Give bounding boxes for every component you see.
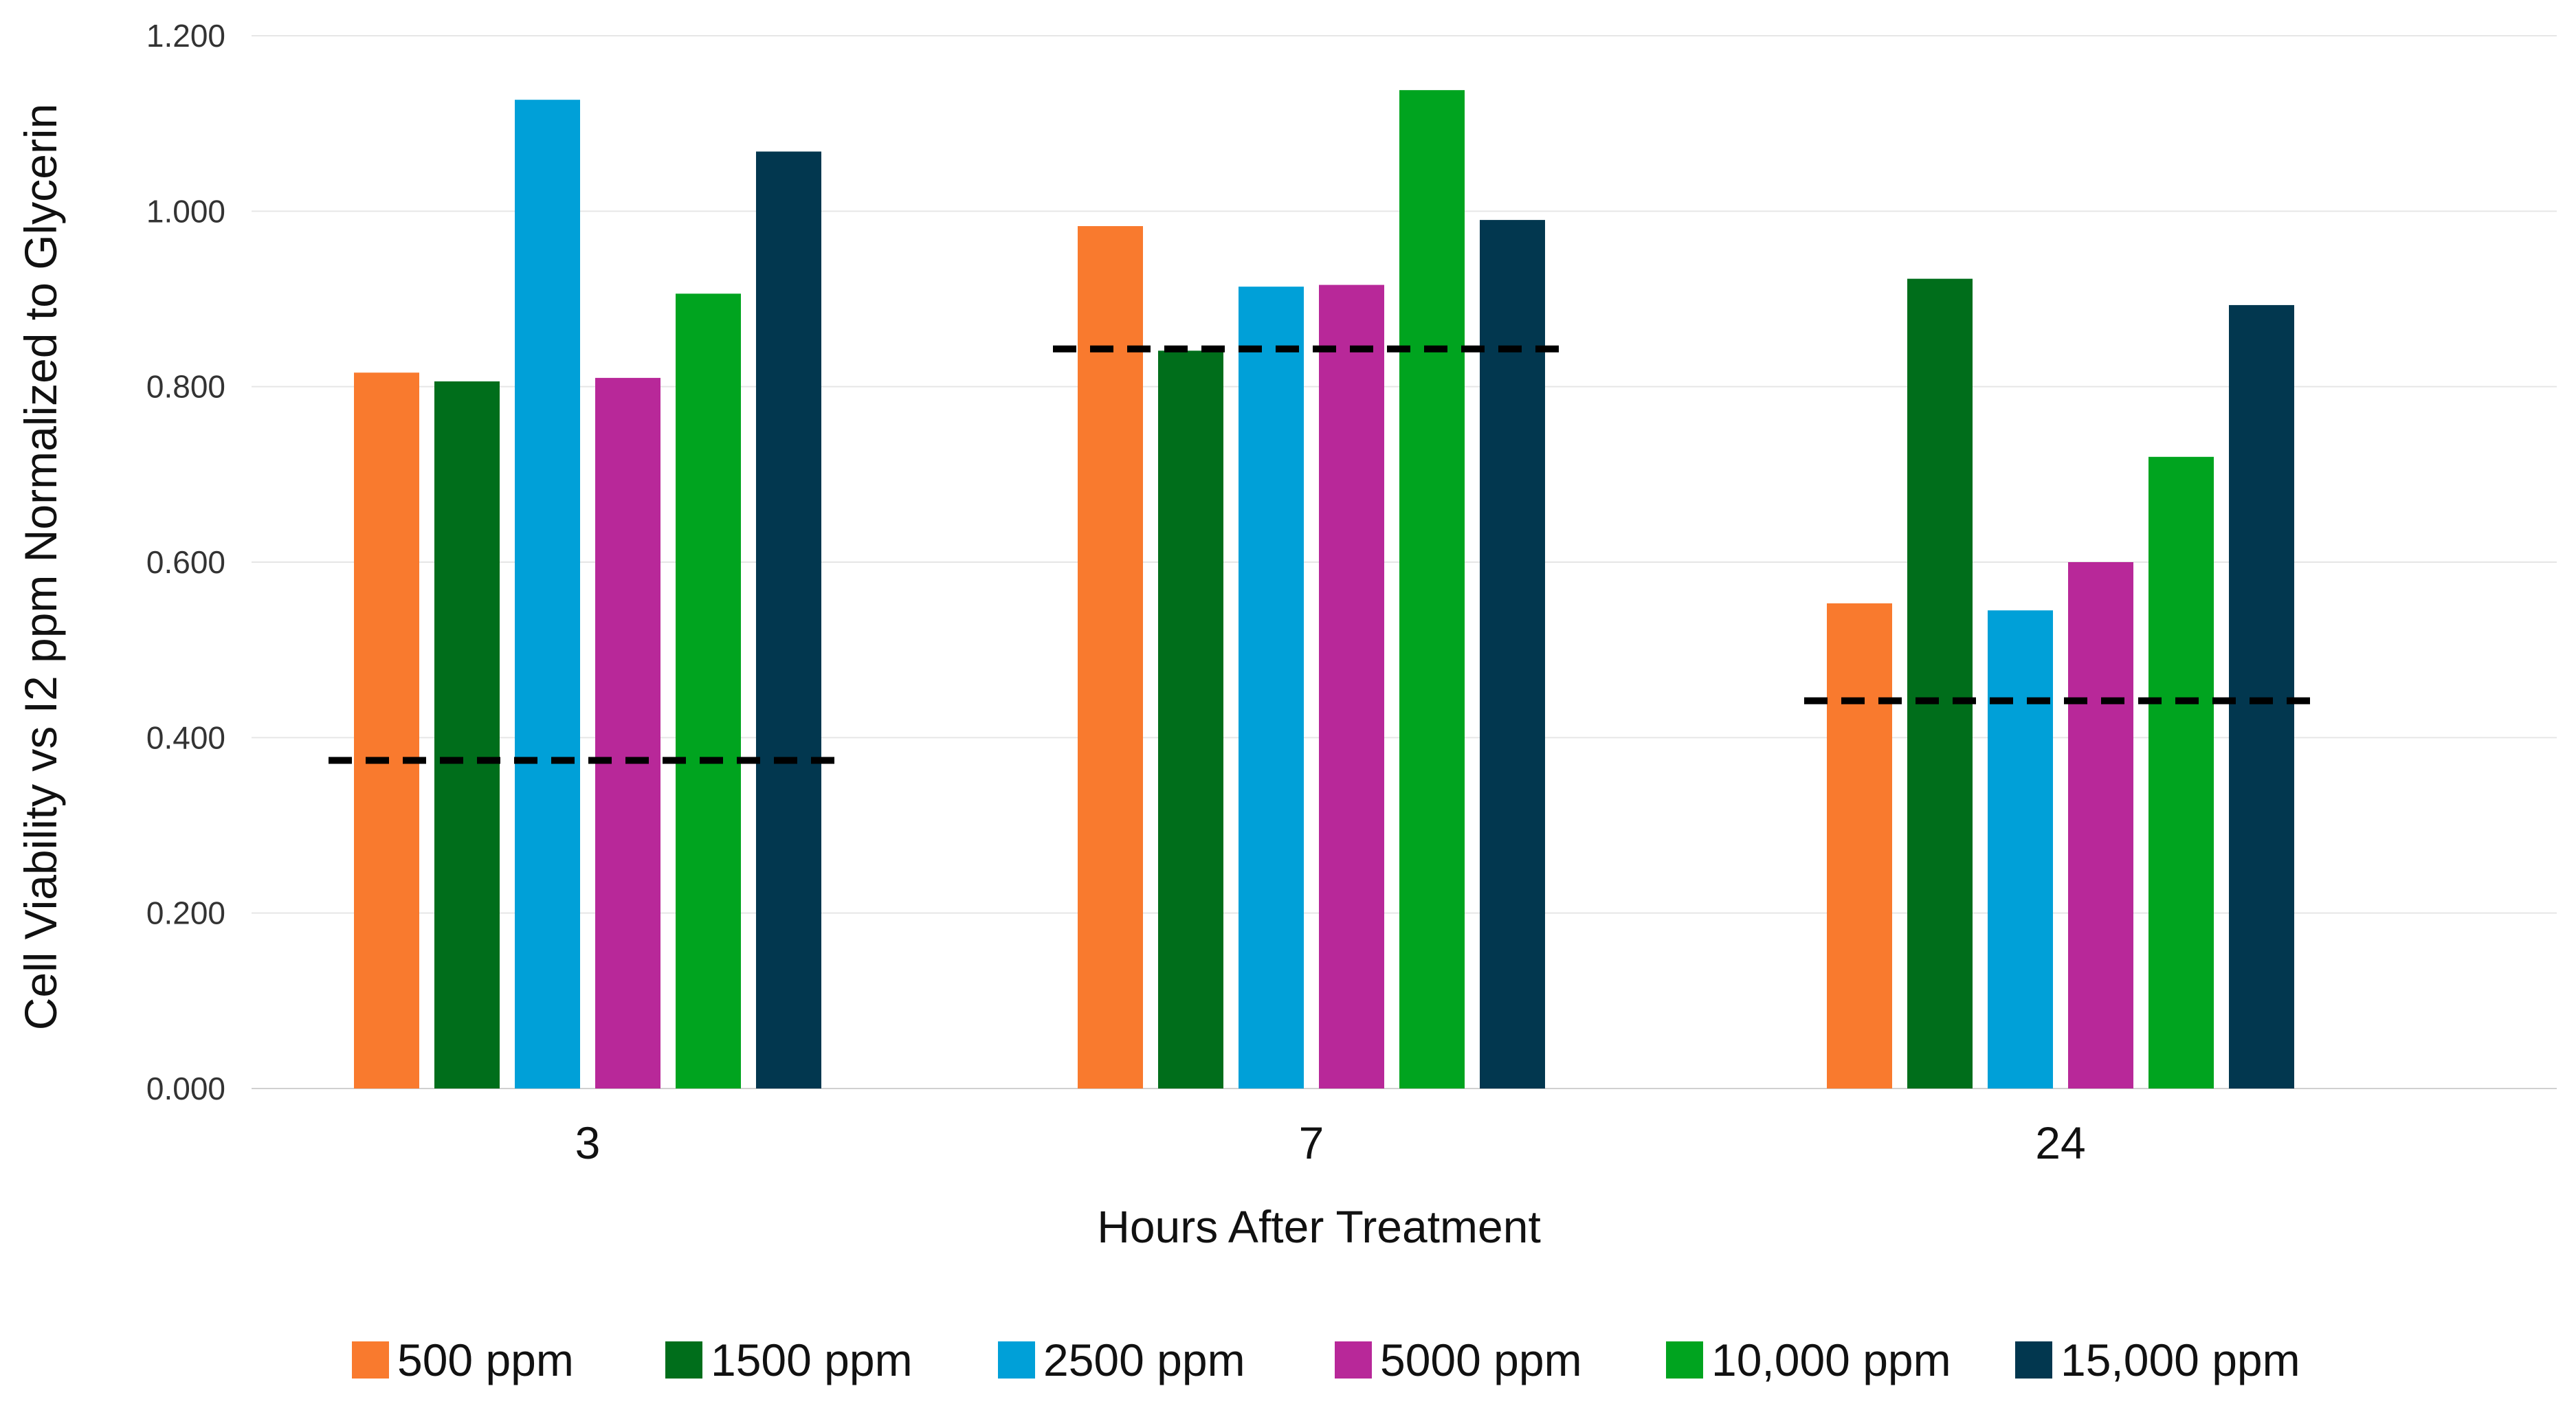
- legend-item: 2500 ppm: [998, 1335, 1245, 1385]
- legend-label: 5000 ppm: [1380, 1335, 1582, 1385]
- bar: [595, 377, 660, 1089]
- reference-lines: [329, 345, 2323, 764]
- bars: [354, 90, 2294, 1089]
- bar: [1827, 603, 1892, 1089]
- legend-label: 1500 ppm: [711, 1335, 913, 1385]
- bar: [2068, 562, 2133, 1089]
- legend-label: 10,000 ppm: [1711, 1335, 1951, 1385]
- legend-swatch: [2015, 1341, 2052, 1379]
- y-tick-label: 0.600: [146, 544, 225, 580]
- legend-swatch: [1666, 1341, 1703, 1379]
- legend-swatch: [998, 1341, 1035, 1379]
- bar: [1319, 284, 1384, 1089]
- bar: [676, 293, 741, 1089]
- bar: [515, 100, 580, 1089]
- legend-label: 2500 ppm: [1043, 1335, 1245, 1385]
- bar: [1239, 287, 1304, 1089]
- bar: [756, 151, 821, 1089]
- legend-item: 500 ppm: [352, 1335, 574, 1385]
- x-category-label: 24: [2035, 1117, 2085, 1168]
- legend-label: 15,000 ppm: [2061, 1335, 2300, 1385]
- legend-swatch: [665, 1341, 702, 1379]
- bar: [434, 381, 500, 1089]
- y-tick-label: 0.400: [146, 719, 225, 755]
- y-tick-label: 0.800: [146, 369, 225, 405]
- legend-label: 500 ppm: [397, 1335, 574, 1385]
- x-category-label: 3: [575, 1117, 601, 1168]
- y-tick-label: 0.200: [146, 895, 225, 931]
- y-tick-label: 0.000: [146, 1071, 225, 1106]
- x-axis-category-labels: 3 7 24: [575, 1117, 2086, 1168]
- y-tick-label: 1.200: [146, 18, 225, 54]
- legend: 500 ppm 1500 ppm 2500 ppm 5000 ppm 10,000 pp…: [352, 1335, 2300, 1385]
- bar: [354, 372, 419, 1089]
- y-axis-ticks: 0.000 0.200 0.400 0.600 0.800 1.000 1.200: [146, 18, 225, 1106]
- x-axis-title: Hours After Treatment: [1097, 1201, 1541, 1252]
- bar: [2148, 456, 2214, 1089]
- legend-swatch: [352, 1341, 389, 1379]
- y-tick-label: 1.000: [146, 193, 225, 229]
- legend-item: 15,000 ppm: [2015, 1335, 2300, 1385]
- x-category-label: 7: [1299, 1117, 1324, 1168]
- bar: [2229, 304, 2294, 1089]
- bar: [1399, 90, 1465, 1089]
- legend-item: 10,000 ppm: [1666, 1335, 1951, 1385]
- bar: [1907, 278, 1973, 1089]
- bar: [1988, 610, 2053, 1089]
- y-axis-title: Cell Viability vs I2 ppm Normalized to G…: [15, 104, 66, 1031]
- legend-swatch: [1335, 1341, 1372, 1379]
- bar: [1078, 226, 1143, 1089]
- bar: [1158, 350, 1223, 1089]
- legend-item: 5000 ppm: [1335, 1335, 1582, 1385]
- bar: [1480, 220, 1545, 1089]
- legend-item: 1500 ppm: [665, 1335, 913, 1385]
